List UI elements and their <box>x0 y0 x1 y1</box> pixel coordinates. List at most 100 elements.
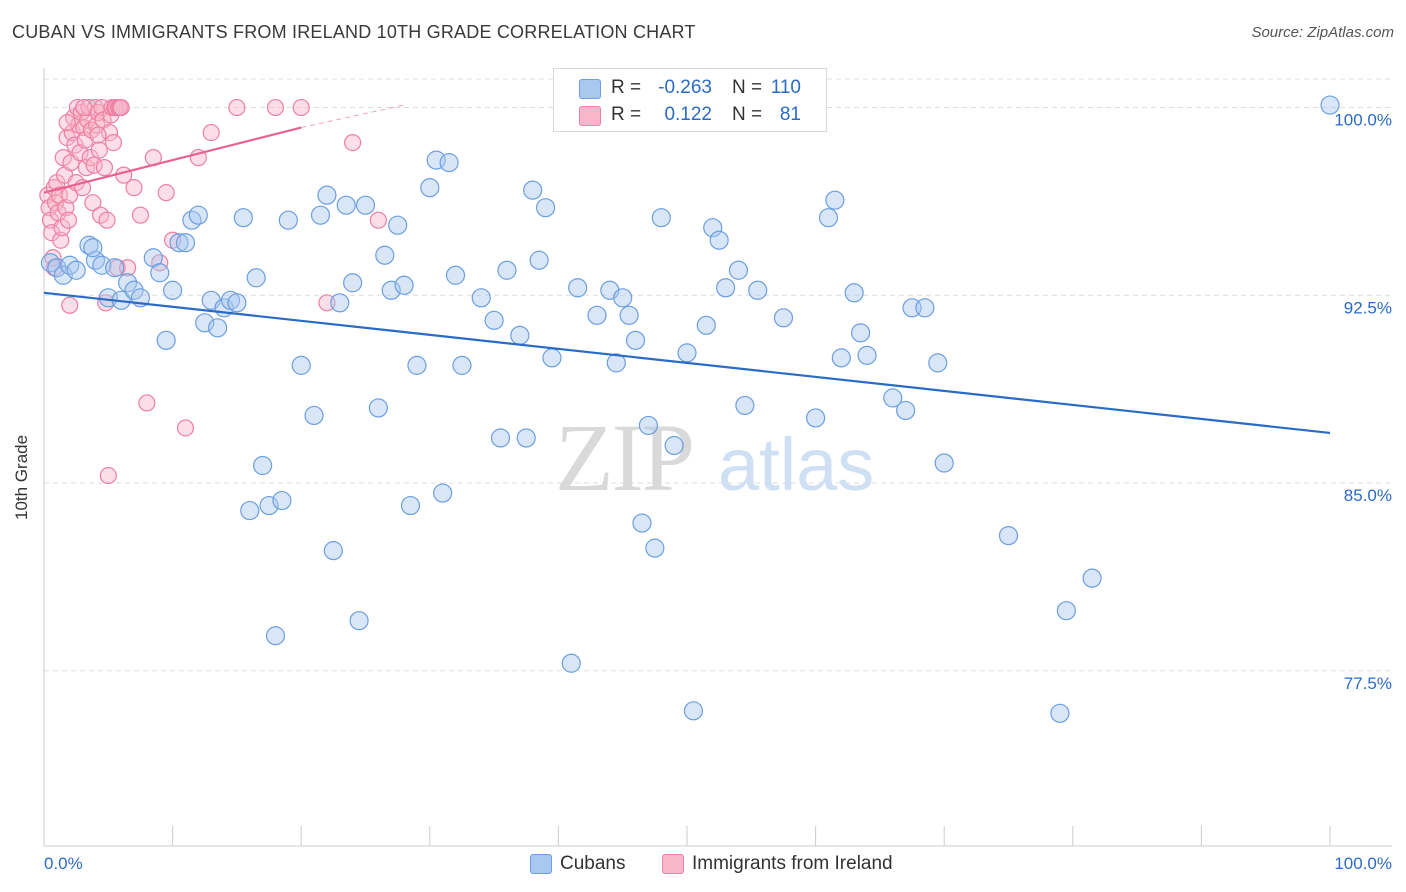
data-point-cubans <box>606 353 626 373</box>
data-point-cubans <box>831 348 851 368</box>
data-point-ireland <box>75 98 93 117</box>
data-point-cubans <box>651 208 671 228</box>
data-point-cubans <box>233 208 253 228</box>
data-point-cubans <box>227 293 247 313</box>
data-point-ireland <box>318 294 336 312</box>
data-point-cubans <box>715 278 736 298</box>
data-point-cubans <box>471 288 491 308</box>
data-point-ireland <box>266 98 285 117</box>
data-point-ireland <box>99 466 117 485</box>
data-point-cubans <box>240 500 260 521</box>
data-point-cubans <box>420 178 440 198</box>
data-point-cubans <box>683 701 704 721</box>
y-tick-label: 77.5% <box>1344 674 1392 693</box>
data-point-cubans <box>156 330 176 350</box>
data-point-cubans <box>896 400 916 421</box>
data-point-cubans <box>516 428 536 448</box>
data-point-cubans <box>323 541 343 561</box>
data-point-cubans <box>117 273 138 293</box>
correlation-legend: R = -0.263 N = 110 R = 0.122 N = 81 <box>553 68 827 132</box>
legend-row-cubans: R = -0.263 N = 110 <box>554 73 826 101</box>
data-point-cubans <box>851 323 871 343</box>
data-point-cubans <box>696 315 716 335</box>
data-point-cubans <box>1050 703 1070 723</box>
data-point-ireland <box>61 296 79 314</box>
trend-line-ireland-extension <box>301 104 405 129</box>
data-point-cubans <box>278 210 298 230</box>
data-point-cubans <box>998 525 1019 546</box>
data-point-cubans <box>613 288 633 308</box>
data-point-cubans <box>484 310 504 330</box>
data-point-cubans <box>883 388 903 408</box>
data-point-ireland <box>98 211 116 229</box>
data-point-cubans <box>677 343 697 363</box>
data-point-ireland <box>112 98 130 117</box>
data-point-cubans <box>343 273 363 293</box>
data-point-ireland <box>80 98 98 117</box>
data-point-cubans <box>253 455 273 476</box>
data-point-cubans <box>748 280 768 300</box>
legend-swatch-blue <box>579 79 601 99</box>
legend-label-cubans: Cubans <box>560 853 626 874</box>
data-point-cubans <box>510 325 530 345</box>
data-point-ireland <box>85 156 103 174</box>
y-tick-label: 100.0% <box>1334 111 1392 130</box>
data-point-cubans <box>375 245 395 265</box>
data-point-cubans <box>825 190 845 210</box>
chart-title: CUBAN VS IMMIGRANTS FROM IRELAND 10TH GR… <box>12 22 696 42</box>
data-point-cubans <box>381 280 401 300</box>
series-immigrants-from-ireland <box>39 98 387 485</box>
data-point-cubans <box>355 195 376 215</box>
data-point-cubans <box>844 283 864 303</box>
data-point-cubans <box>83 238 103 258</box>
data-point-cubans <box>85 250 106 270</box>
data-point-ireland <box>138 394 156 412</box>
data-point-cubans <box>53 265 73 285</box>
data-point-ireland <box>84 194 102 212</box>
data-point-ireland <box>90 141 108 159</box>
data-point-cubans <box>330 293 350 313</box>
data-point-cubans <box>542 348 562 368</box>
data-point-cubans <box>105 258 125 278</box>
legend-n-value: 81 <box>779 104 801 125</box>
data-point-cubans <box>195 313 215 333</box>
data-point-cubans <box>66 260 86 280</box>
legend-r-value: 0.122 <box>664 104 712 125</box>
data-point-cubans <box>452 355 472 375</box>
data-point-ireland <box>131 206 150 224</box>
data-point-cubans <box>529 250 549 270</box>
data-point-cubans <box>60 255 80 275</box>
legend-row-ireland: R = 0.122 N = 81 <box>554 100 826 128</box>
series-cubans <box>40 95 1340 723</box>
data-point-cubans <box>568 278 588 298</box>
data-point-ireland <box>89 126 107 144</box>
data-point-cubans <box>619 305 639 325</box>
data-point-cubans <box>368 398 388 418</box>
watermark-zip: ZIP <box>555 404 693 511</box>
data-point-ireland <box>118 259 137 277</box>
data-point-cubans <box>188 205 208 225</box>
data-point-ireland <box>104 133 123 152</box>
data-point-cubans <box>317 185 337 205</box>
data-point-cubans <box>934 453 954 473</box>
data-point-cubans <box>291 355 311 375</box>
data-point-cubans <box>928 353 948 373</box>
data-point-ireland <box>344 133 362 152</box>
data-point-cubans <box>625 330 646 350</box>
data-point-cubans <box>349 611 369 631</box>
data-point-cubans <box>638 415 659 436</box>
data-point-ireland <box>292 98 310 117</box>
legend-r-value: -0.263 <box>658 77 712 98</box>
gridlines <box>44 78 1392 672</box>
legend-n-label: N = <box>732 77 763 98</box>
chart-source: Source: ZipAtlas.com <box>1251 24 1394 41</box>
legend-swatch-blue <box>530 854 552 874</box>
data-point-cubans <box>124 280 144 300</box>
data-point-ireland <box>125 179 143 197</box>
series-legend: Cubans Immigrants from Ireland <box>0 852 1406 878</box>
data-point-ireland <box>76 131 94 149</box>
data-point-cubans <box>728 260 749 280</box>
data-point-ireland <box>58 113 76 132</box>
data-point-ireland <box>52 231 70 249</box>
